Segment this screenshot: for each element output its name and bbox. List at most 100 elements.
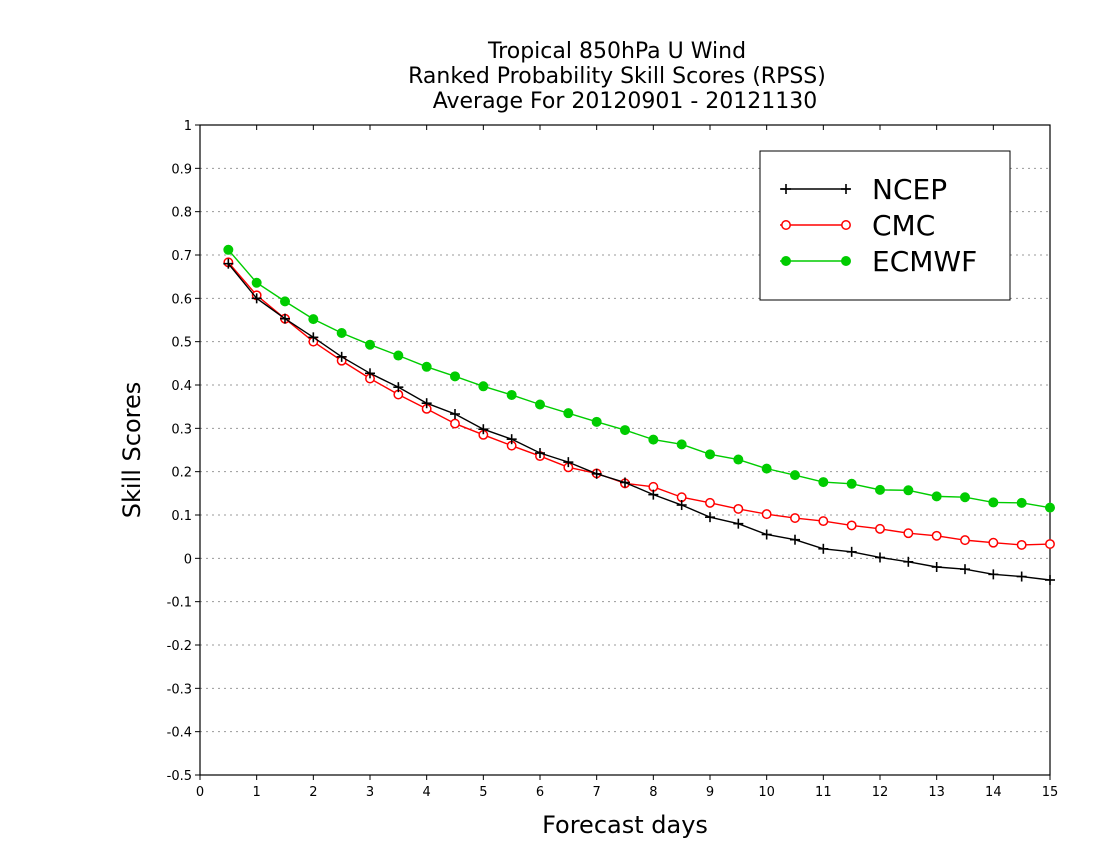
title-line-2: Ranked Probability Skill Scores (RPSS) (408, 64, 826, 89)
data-point-ncep (846, 546, 857, 557)
x-tick-label: 11 (815, 785, 832, 800)
data-point-ecmwf (733, 454, 744, 465)
data-point-ncep (875, 552, 885, 563)
data-point-ecmwf (450, 371, 460, 382)
y-tick-label: 0.2 (171, 466, 192, 481)
data-point-ecmwf (648, 434, 659, 445)
data-point-ncep (931, 562, 942, 572)
data-point-ecmwf (620, 425, 630, 436)
data-point-cmc (818, 516, 829, 527)
data-point-ncep (393, 382, 404, 393)
data-point-ecmwf (336, 328, 347, 338)
data-point-ecmwf (988, 497, 999, 508)
data-point-ecmwf (421, 361, 432, 372)
data-point-ecmwf (251, 277, 262, 288)
legend-marker-ncep (781, 184, 791, 194)
y-tick-label: 0.9 (171, 162, 192, 177)
data-point-cmc (790, 513, 800, 523)
legend-marker-cmc (841, 220, 851, 230)
x-tick-label: 5 (479, 785, 487, 800)
y-tick-label: -0.4 (167, 726, 192, 741)
data-point-ecmwf (705, 449, 715, 460)
data-point-ncep (761, 529, 772, 540)
y-axis-label: Skill Scores (118, 382, 146, 519)
title-line-1: Tropical 850hPa U Wind (487, 39, 746, 64)
data-point-ncep (450, 409, 460, 420)
series-ncep (223, 258, 1055, 585)
data-point-ncep (1045, 575, 1055, 585)
y-tick-label: 0.3 (171, 422, 192, 437)
x-tick-label: 6 (536, 785, 544, 800)
data-point-cmc (450, 418, 460, 429)
data-point-cmc (903, 528, 914, 539)
legend-marker-ncep (841, 184, 851, 194)
x-tick-label: 0 (196, 785, 204, 800)
data-point-ecmwf (280, 296, 290, 307)
legend-label-cmc: CMC (872, 209, 935, 242)
data-point-cmc (988, 537, 999, 548)
y-tick-label: 0.7 (171, 249, 192, 264)
data-point-ecmwf (393, 350, 404, 361)
data-point-ncep (421, 398, 432, 409)
data-point-cmc (1016, 539, 1027, 550)
data-point-ecmwf (846, 478, 857, 489)
title-line-3: Average For 20120901 - 20121130 (433, 89, 818, 114)
x-tick-label: 13 (928, 785, 945, 800)
data-point-ncep (818, 543, 829, 554)
y-tick-label: 0.5 (171, 336, 192, 351)
data-point-cmc (960, 535, 970, 546)
data-point-ecmwf (478, 381, 489, 392)
data-point-ncep (280, 313, 290, 324)
series-cmc (223, 257, 1055, 550)
legend-marker-ecmwf (841, 256, 851, 266)
data-point-ncep (903, 556, 914, 567)
y-tick-label: 0.1 (171, 509, 192, 524)
data-point-ecmwf (676, 439, 687, 450)
y-tick-label: -0.5 (167, 769, 192, 784)
data-point-ncep (676, 500, 687, 511)
data-point-cmc (1045, 539, 1055, 549)
x-tick-label: 10 (758, 785, 775, 800)
data-point-ncep (648, 489, 659, 500)
data-point-ecmwf (535, 399, 545, 410)
data-point-ncep (251, 293, 262, 304)
x-tick-label: 15 (1042, 785, 1059, 800)
data-point-ecmwf (818, 477, 829, 488)
x-axis-label: Forecast days (542, 811, 708, 839)
data-point-ncep (336, 351, 347, 362)
data-point-ecmwf (903, 485, 914, 496)
x-tick-label: 2 (309, 785, 317, 800)
data-point-ncep (790, 534, 800, 545)
data-point-ncep (365, 368, 375, 379)
data-point-ecmwf (875, 484, 885, 495)
y-tick-label: 0.8 (171, 206, 192, 221)
legend-label-ncep: NCEP (872, 173, 947, 206)
series-line-cmc (227, 261, 1051, 546)
x-tick-label: 4 (423, 785, 431, 800)
legend-marker-cmc (781, 220, 791, 230)
data-point-ecmwf (308, 314, 319, 325)
data-point-cmc (733, 503, 744, 514)
data-point-ecmwf (563, 408, 574, 419)
legend-label-ecmwf: ECMWF (872, 245, 977, 278)
legend-item-ncep: NCEP (780, 173, 947, 206)
data-point-ecmwf (761, 463, 772, 474)
x-tick-label: 7 (593, 785, 601, 800)
data-point-ncep (478, 424, 489, 435)
y-tick-label: -0.1 (167, 596, 192, 611)
legend-item-cmc: CMC (780, 209, 935, 242)
y-tick-label: 1 (184, 119, 192, 134)
plot-frame (199, 124, 1051, 776)
y-tick-label: 0.4 (171, 379, 192, 394)
data-point-ncep (1016, 571, 1027, 582)
x-tick-label: 14 (985, 785, 1002, 800)
data-point-cmc (846, 520, 857, 531)
series-ecmwf (223, 244, 1055, 513)
axes: -0.5 -0.4 -0.3 -0.2 -0.1 0 0.1 0.2 0.3 0.4 0.5 0.6 0… (167, 119, 1059, 800)
x-tick-label: 3 (366, 785, 374, 800)
data-point-ecmwf (790, 470, 800, 481)
data-point-ecmwf (506, 389, 517, 400)
y-tick-label: -0.2 (167, 639, 192, 654)
